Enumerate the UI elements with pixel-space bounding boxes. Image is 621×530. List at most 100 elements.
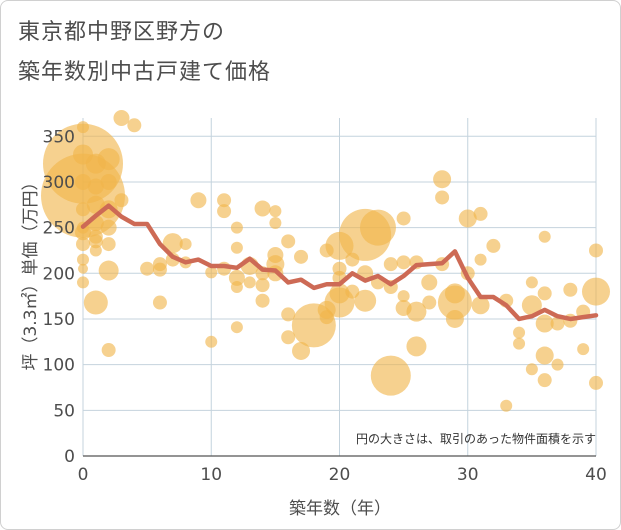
bubble bbox=[354, 289, 377, 312]
bubble bbox=[294, 249, 309, 264]
bubble bbox=[537, 373, 552, 388]
bubble bbox=[486, 238, 501, 253]
bubble bbox=[473, 206, 488, 221]
bubble bbox=[99, 200, 118, 219]
bubble bbox=[101, 343, 116, 358]
y-tick-label: 150 bbox=[43, 310, 75, 330]
bubble bbox=[152, 262, 167, 277]
chart-title-line2: 築年数別中古戸建て価格 bbox=[18, 60, 272, 85]
bubble bbox=[230, 241, 243, 254]
bubble bbox=[152, 295, 167, 310]
size-note: 円の大きさは、取引のあった物件面積を示す bbox=[356, 431, 596, 446]
bubble bbox=[445, 309, 464, 328]
bubble bbox=[397, 290, 410, 303]
bubble bbox=[589, 375, 603, 390]
bubble bbox=[89, 244, 102, 257]
bubble bbox=[190, 192, 207, 209]
bubbles bbox=[41, 110, 610, 412]
bubble bbox=[513, 326, 526, 339]
bubble bbox=[563, 282, 578, 297]
y-tick-label: 300 bbox=[43, 173, 75, 193]
bubble bbox=[281, 234, 296, 249]
bubble bbox=[396, 211, 411, 226]
average-line-group bbox=[80, 203, 599, 322]
y-tick-label: 0 bbox=[64, 447, 75, 467]
average-price-line bbox=[80, 203, 599, 322]
bubble bbox=[77, 276, 89, 289]
bubble bbox=[525, 276, 538, 289]
bubble bbox=[76, 202, 90, 217]
bubble bbox=[254, 200, 271, 217]
bubble bbox=[535, 314, 554, 333]
bubble bbox=[75, 173, 91, 190]
bubble bbox=[77, 121, 89, 134]
bubble bbox=[228, 269, 245, 286]
axes: 0 50 100 150 200 250 300 350 0 10 20 30 40 bbox=[43, 127, 607, 485]
bubble bbox=[513, 337, 526, 350]
bubble bbox=[589, 243, 603, 258]
bubble bbox=[269, 205, 282, 218]
y-tick-label: 250 bbox=[43, 219, 75, 239]
bubble bbox=[179, 238, 192, 251]
y-tick-label: 100 bbox=[43, 356, 75, 376]
x-tick-label: 10 bbox=[200, 465, 222, 485]
bubble bbox=[217, 204, 232, 219]
bubble bbox=[88, 234, 103, 249]
bubble bbox=[269, 217, 282, 230]
x-tick-label: 30 bbox=[457, 465, 479, 485]
bubble bbox=[243, 276, 256, 289]
bubble bbox=[359, 209, 396, 246]
bubble bbox=[230, 221, 243, 234]
bubble bbox=[458, 209, 477, 228]
bubble bbox=[255, 293, 270, 308]
bubble bbox=[535, 346, 554, 365]
bubble bbox=[500, 399, 513, 412]
bubble bbox=[162, 233, 183, 254]
bubble bbox=[521, 295, 542, 316]
bubble bbox=[97, 148, 120, 171]
bubble bbox=[551, 358, 564, 371]
bubble bbox=[98, 260, 119, 281]
bubble bbox=[422, 295, 437, 310]
bubble bbox=[421, 274, 438, 291]
x-axis-label: 築年数（年） bbox=[289, 499, 391, 519]
y-tick-label: 200 bbox=[43, 264, 75, 284]
bubble bbox=[100, 219, 117, 236]
bubble bbox=[205, 266, 218, 279]
bubble bbox=[127, 118, 142, 133]
bubble bbox=[113, 110, 130, 126]
bubble bbox=[471, 296, 490, 315]
x-tick-label: 20 bbox=[329, 465, 351, 485]
bubble bbox=[292, 341, 311, 360]
bubble bbox=[114, 193, 129, 208]
bubble bbox=[525, 363, 538, 376]
bubble bbox=[433, 170, 452, 189]
bubble bbox=[78, 263, 88, 274]
y-tick-label: 50 bbox=[53, 401, 75, 421]
bubble bbox=[435, 190, 450, 205]
bubble bbox=[77, 253, 89, 266]
bubble bbox=[230, 321, 243, 334]
bubble bbox=[406, 301, 427, 322]
bubble bbox=[577, 343, 590, 356]
bubble bbox=[550, 316, 565, 331]
bubble bbox=[140, 261, 155, 276]
y-axis-label: 坪（3.3㎡）単価（万円） bbox=[21, 173, 41, 370]
bubble bbox=[100, 173, 117, 190]
chart-title-line1: 東京都中野区野方の bbox=[18, 20, 226, 45]
bubble bbox=[217, 193, 232, 208]
bubble bbox=[474, 253, 487, 266]
bubble bbox=[205, 335, 218, 348]
bubble bbox=[396, 255, 411, 270]
bubble bbox=[83, 290, 108, 315]
bubble bbox=[230, 281, 243, 293]
x-tick-label: 40 bbox=[585, 465, 607, 485]
y-tick-label: 350 bbox=[43, 127, 75, 147]
bubble bbox=[383, 257, 398, 272]
bubble bbox=[281, 330, 296, 345]
bubble bbox=[255, 278, 270, 293]
bubble bbox=[76, 237, 90, 252]
bubble bbox=[370, 355, 411, 396]
bubble bbox=[537, 286, 552, 301]
